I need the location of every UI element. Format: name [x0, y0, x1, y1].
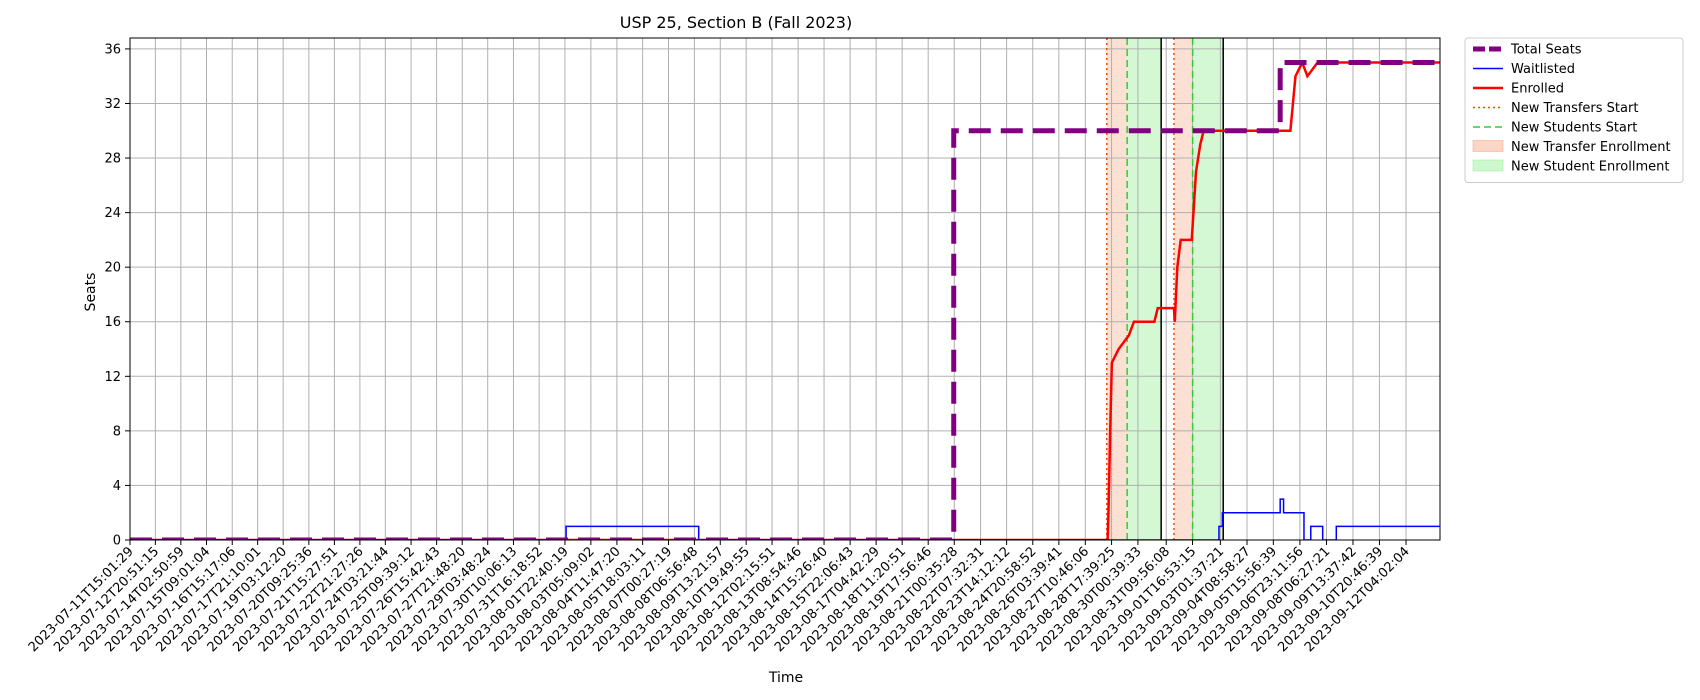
y-tick-label-6: 24 [104, 206, 121, 221]
legend-label-new-transfer-enrollment: New Transfer Enrollment [1511, 140, 1671, 155]
y-tick-label-5: 20 [104, 261, 121, 276]
y-axis-label: Seats [83, 273, 99, 312]
legend-label-waitlisted: Waitlisted [1511, 62, 1575, 77]
y-tick-label-7: 28 [104, 152, 121, 167]
series-enrolled [130, 59, 1440, 540]
legend-label-enrolled: Enrolled [1511, 82, 1564, 97]
legend-label-new-student-enrollment: New Student Enrollment [1511, 160, 1669, 175]
legend-label-total-seats: Total Seats [1510, 43, 1582, 58]
legend-box [1464, 37, 1684, 183]
series-waitlisted [130, 498, 1440, 540]
plot-frame [129, 37, 1441, 541]
plot-area: 048121620242832362023-07-11T15:01:292023… [26, 37, 1441, 655]
y-tick-label-2: 8 [113, 424, 121, 439]
y-tick-label-0: 0 [113, 534, 121, 549]
legend: Total Seats Waitlisted Enrolled New Transfe… [1464, 37, 1684, 183]
y-tick-label-4: 16 [104, 315, 121, 330]
span-1-1 [1192, 38, 1224, 540]
legend-swatch-new-transfer-enrollment [1472, 140, 1504, 152]
legend-label-new-students-start: New Students Start [1511, 121, 1637, 136]
y-tick-label-8: 32 [104, 97, 121, 112]
y-tick-label-1: 4 [113, 479, 121, 494]
y-tick-label-9: 36 [104, 42, 121, 57]
legend-label-new-transfers-start: New Transfers Start [1511, 101, 1638, 116]
y-tick-label-3: 12 [104, 370, 121, 385]
chart-title: USP 25, Section B (Fall 2023) [620, 13, 852, 32]
span-1-0 [1127, 38, 1162, 540]
series-total-seats [130, 60, 1440, 540]
span-0-1 [1173, 38, 1193, 540]
legend-swatch-new-student-enrollment [1472, 159, 1504, 172]
x-axis-label: Time [768, 670, 803, 686]
